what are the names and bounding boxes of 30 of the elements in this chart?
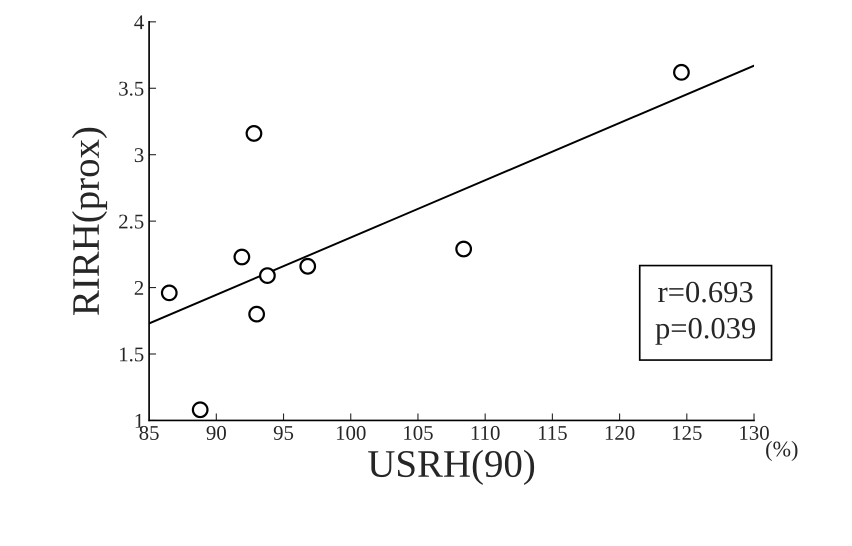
point: [160, 284, 178, 302]
y-tick-label: 3.5: [119, 82, 144, 96]
y-tick-label: 2: [134, 280, 144, 295]
y-tick-label: 1.5: [120, 347, 144, 362]
x-tick-label: 125: [673, 426, 702, 440]
x-tick-label: 110: [472, 426, 500, 440]
point: [299, 258, 316, 275]
y-tick-label: 4: [134, 15, 144, 30]
x-tick-label: 115: [538, 426, 567, 440]
y-tick-label: 3: [134, 148, 144, 162]
x-tick-label: 130: [740, 426, 769, 440]
point: [259, 267, 276, 284]
y-tick-label: 1: [136, 414, 143, 428]
point: [246, 125, 262, 142]
text: (%): [766, 440, 798, 462]
point: [248, 306, 266, 323]
x-tick-label: 95: [274, 426, 294, 440]
point: [455, 240, 472, 258]
x-tick-label: 85: [139, 426, 159, 440]
annotation: r=0.693 p=0.039: [655, 282, 756, 345]
x-axis-title: USRH(90): [368, 450, 534, 485]
x-tick-label: 120: [606, 426, 634, 440]
y-tick-label: 2.5: [119, 214, 144, 229]
y-axis-title: RIRH(prox): [72, 128, 108, 316]
x-tick-label: 100: [336, 426, 366, 440]
point: [673, 64, 690, 81]
x-tick-label: 105: [404, 426, 433, 440]
x-tick-label: 90: [206, 426, 226, 440]
point: [192, 401, 209, 418]
point: [233, 248, 250, 266]
